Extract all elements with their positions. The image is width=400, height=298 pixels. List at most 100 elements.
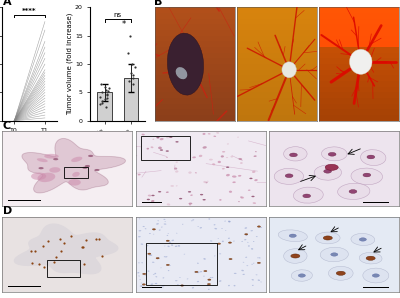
Text: *: * [122,20,126,29]
Bar [155,36,235,41]
Bar [319,98,399,104]
Bar [237,109,317,115]
Ellipse shape [170,185,174,187]
Bar [237,58,317,64]
Ellipse shape [172,240,174,241]
Ellipse shape [44,154,59,159]
Ellipse shape [219,199,222,201]
Point [28,249,35,254]
Ellipse shape [148,195,152,196]
Ellipse shape [284,147,307,161]
Bar [141,136,190,160]
Y-axis label: Tumor volume (fold increase): Tumor volume (fold increase) [67,13,73,115]
Ellipse shape [162,287,164,288]
Ellipse shape [140,243,143,245]
Ellipse shape [254,155,257,157]
Ellipse shape [167,33,204,95]
Ellipse shape [242,274,245,275]
Ellipse shape [72,172,80,177]
Ellipse shape [336,271,345,275]
Ellipse shape [175,280,178,281]
Ellipse shape [240,196,243,198]
Bar [155,98,235,104]
Ellipse shape [245,257,247,258]
Point [98,100,105,105]
Point [80,245,86,250]
Bar [48,260,80,277]
Ellipse shape [316,232,340,244]
Bar [155,47,235,53]
Ellipse shape [241,197,244,199]
Ellipse shape [228,221,230,223]
Point [32,249,38,254]
Ellipse shape [254,179,258,181]
Ellipse shape [222,168,225,170]
Ellipse shape [203,258,206,260]
Ellipse shape [164,224,166,225]
Ellipse shape [210,240,212,242]
Ellipse shape [208,289,210,290]
Ellipse shape [203,181,207,183]
Bar [8,286,41,287]
Ellipse shape [251,196,255,197]
Ellipse shape [192,219,194,221]
Ellipse shape [324,169,332,173]
Bar [237,75,317,81]
Ellipse shape [158,257,160,258]
Ellipse shape [82,167,88,169]
Point [99,254,106,258]
Ellipse shape [260,227,262,228]
Point [104,91,110,96]
Ellipse shape [170,265,171,266]
Ellipse shape [214,228,217,229]
Ellipse shape [349,190,357,193]
Ellipse shape [188,171,192,174]
Ellipse shape [68,179,81,186]
Ellipse shape [160,149,163,151]
Ellipse shape [284,249,307,263]
Point [82,238,89,243]
Ellipse shape [148,253,151,254]
Ellipse shape [251,248,253,250]
Point [29,261,35,266]
Ellipse shape [253,202,256,204]
Bar [142,287,162,288]
Bar [363,202,389,203]
Ellipse shape [168,270,169,271]
Ellipse shape [180,285,184,286]
Bar [155,30,235,36]
Ellipse shape [252,171,256,173]
Ellipse shape [222,240,224,242]
Ellipse shape [252,279,254,280]
Ellipse shape [234,285,236,286]
Ellipse shape [166,150,169,152]
Bar [8,200,41,201]
Ellipse shape [325,164,338,170]
Ellipse shape [178,245,180,247]
Ellipse shape [154,273,156,274]
Ellipse shape [53,158,58,160]
Bar [319,70,399,75]
Ellipse shape [166,192,169,193]
Bar [237,36,317,41]
Bar [155,81,235,87]
Point [102,84,108,89]
Ellipse shape [162,285,165,286]
Ellipse shape [152,139,154,140]
Ellipse shape [290,153,297,157]
Ellipse shape [218,161,221,163]
Ellipse shape [251,264,253,265]
Ellipse shape [142,226,145,227]
Ellipse shape [49,167,60,173]
Ellipse shape [338,183,370,199]
Ellipse shape [176,162,178,163]
Ellipse shape [188,203,192,204]
Ellipse shape [238,175,241,177]
Ellipse shape [245,234,248,236]
Ellipse shape [208,218,210,220]
Ellipse shape [210,277,212,278]
Ellipse shape [323,236,332,240]
Point [58,249,64,254]
Ellipse shape [252,285,254,286]
Point [50,260,57,264]
